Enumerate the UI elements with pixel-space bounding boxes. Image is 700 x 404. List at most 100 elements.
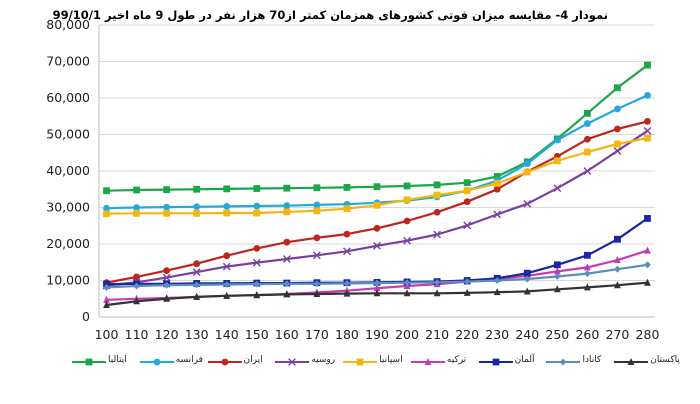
data-point (373, 201, 381, 209)
data-point (643, 126, 652, 135)
legend-swatch (343, 358, 378, 366)
y-tick-label: 10,000 (46, 273, 90, 288)
x-tick-label: 150 (245, 327, 269, 342)
data-point (133, 209, 140, 217)
legend-label: آلمان (514, 355, 535, 365)
x-tick-label: 190 (365, 327, 389, 342)
legend-swatch (207, 358, 242, 366)
data-point (463, 187, 471, 195)
data-point (644, 261, 651, 269)
data-point (403, 289, 411, 297)
y-tick-label: 30,000 (46, 200, 90, 215)
data-point (283, 280, 291, 288)
chart-legend: ایتالیا فرانسه ایران روسیه اسپانیا ترکیه آلمان… (72, 354, 682, 378)
legend-label: ترکیه (446, 355, 467, 365)
data-point (313, 290, 321, 298)
legend-label: اسپانیا (379, 355, 403, 365)
data-point (193, 185, 201, 193)
data-point (583, 283, 591, 291)
data-point (356, 358, 364, 366)
data-point (433, 191, 441, 199)
data-point (583, 263, 591, 271)
data-point (433, 289, 441, 297)
data-point (463, 179, 471, 187)
x-tick-label: 220 (455, 327, 479, 342)
data-point (433, 208, 441, 216)
data-point (283, 208, 291, 216)
data-point (583, 167, 592, 175)
data-point (553, 267, 561, 275)
data-point (223, 281, 231, 288)
y-tick-label: 80,000 (46, 17, 90, 32)
data-point (343, 205, 351, 212)
x-tick-label: 270 (606, 327, 630, 342)
data-point (288, 358, 297, 366)
data-point (103, 295, 110, 303)
data-point (553, 273, 561, 280)
data-point (163, 209, 171, 217)
data-point (193, 292, 201, 300)
data-point (493, 185, 501, 193)
x-tick-label: 210 (425, 327, 449, 342)
y-tick-label: 40,000 (46, 163, 90, 178)
legend-label: فرانسه (175, 355, 203, 365)
data-point (614, 256, 621, 264)
x-tick-label: 260 (575, 327, 599, 342)
data-point (553, 285, 561, 293)
data-point (644, 278, 651, 286)
y-tick-label: 70,000 (46, 54, 90, 69)
legend-swatch (478, 358, 513, 366)
data-point (614, 84, 621, 92)
data-point (253, 280, 261, 288)
data-point (253, 244, 261, 252)
x-tick-label: 200 (395, 327, 419, 342)
x-tick-label: 120 (155, 327, 179, 342)
data-point (103, 187, 110, 195)
data-point (614, 281, 621, 289)
data-point (343, 230, 351, 238)
data-point (162, 273, 171, 282)
legend-label: پاکستان (650, 355, 680, 365)
legend-label: روسیه (311, 355, 336, 365)
data-point (133, 204, 140, 211)
data-point (133, 186, 140, 194)
legend-item: پاکستان (614, 354, 682, 376)
legend-item: آلمان (478, 354, 547, 376)
legend-item: اسپانیا (343, 354, 411, 376)
data-point (373, 284, 381, 292)
legend-swatch (139, 358, 174, 366)
data-point (523, 199, 532, 208)
data-point (553, 157, 561, 165)
data-point (627, 358, 635, 365)
data-point (493, 173, 501, 180)
data-point (523, 275, 531, 283)
data-point (312, 251, 321, 260)
legend-item: ایران (207, 354, 276, 376)
data-point (163, 294, 171, 302)
data-point (282, 255, 291, 263)
data-point (613, 147, 622, 155)
data-point (463, 221, 472, 230)
legend-swatch (72, 358, 106, 366)
data-point (103, 300, 110, 308)
y-tick-label: 20,000 (46, 236, 90, 251)
data-point (223, 291, 231, 299)
data-point (403, 236, 411, 245)
data-point (523, 160, 531, 168)
data-point (433, 278, 441, 286)
data-point (343, 247, 351, 256)
x-tick-label: 280 (636, 327, 660, 342)
data-point (192, 268, 201, 276)
data-point (373, 241, 381, 250)
data-point (313, 201, 321, 209)
data-point (283, 238, 291, 246)
data-point (493, 210, 502, 219)
data-point (163, 186, 171, 194)
data-point (403, 182, 411, 190)
data-point (644, 117, 651, 125)
data-point (85, 358, 93, 366)
data-point (133, 282, 140, 290)
data-point (614, 125, 621, 133)
data-point (253, 202, 261, 210)
